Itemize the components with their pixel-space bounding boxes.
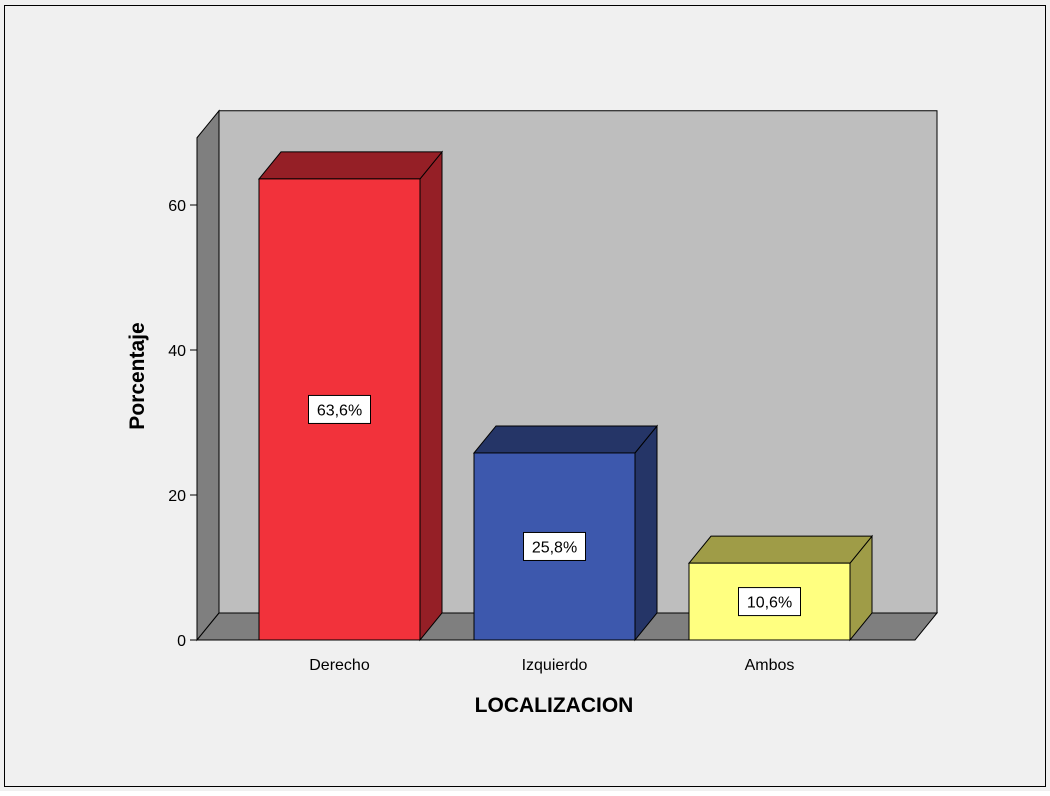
data-label-box: [738, 587, 801, 617]
y-axis-title: Porcentaje: [126, 322, 149, 429]
bar-top: [472, 425, 659, 454]
side-wall: [196, 109, 220, 642]
x-tick-labels: Derecho Izquierdo Ambos: [309, 657, 794, 674]
chart-border: [4, 5, 1046, 787]
x-axis-title: LOCALIZACION: [475, 694, 634, 717]
data-labels: 63,6% 25,8% 10,6%: [308, 394, 801, 617]
bar-side: [634, 424, 658, 642]
x-tick-label: Izquierdo: [522, 657, 588, 674]
bar-top: [687, 535, 874, 564]
data-label: 10,6%: [747, 595, 792, 612]
data-label: 25,8%: [532, 539, 577, 556]
data-label-box: [308, 394, 371, 424]
y-tick-label: 40: [168, 343, 186, 360]
y-axis: 0 20 40 60: [168, 198, 197, 650]
y-tick-label: 20: [168, 488, 186, 505]
x-tick-label: Ambos: [745, 657, 795, 674]
bar-top: [257, 151, 444, 180]
y-tick-label: 60: [168, 198, 186, 215]
y-tick-label: 0: [177, 633, 186, 650]
data-label-box: [523, 531, 586, 561]
bar-derecho: [257, 150, 444, 642]
x-tick-label: Derecho: [309, 657, 370, 674]
bar-side: [419, 150, 443, 642]
data-label: 63,6%: [317, 402, 362, 419]
